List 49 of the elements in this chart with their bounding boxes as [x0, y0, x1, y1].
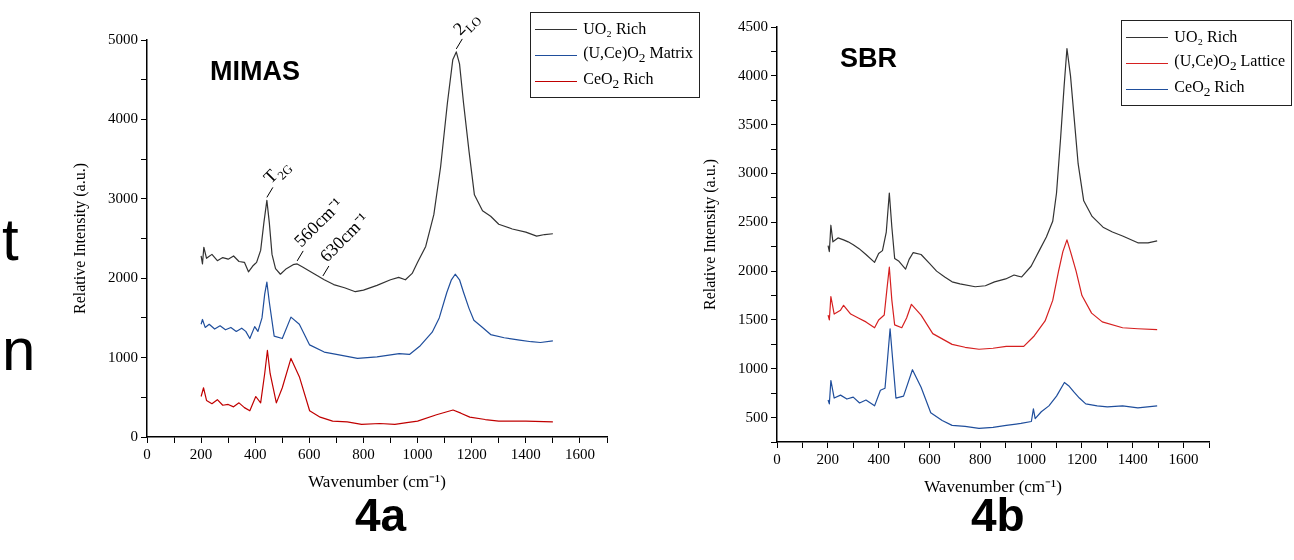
legend-label: (U,Ce)O$_{2}$ Matrix [583, 43, 693, 67]
y-tick-label: 1000 [108, 348, 138, 365]
y-axis-title: Relative Intensity (a.u.) [70, 162, 89, 315]
annotation: 2LO [448, 13, 485, 39]
y-tick-label: 2500 [738, 213, 768, 230]
x-tick-label: 800 [969, 450, 992, 467]
x-tick-label: 1200 [456, 445, 487, 462]
x-tick-label: 400 [243, 445, 267, 462]
y-tick-label: 1000 [738, 359, 768, 376]
y-tick-label: 4000 [738, 66, 768, 83]
y-axis-title: Relative Intensity (a.u.) [700, 158, 719, 311]
text: t [2, 205, 19, 274]
x-tick-label: 600 [298, 445, 321, 462]
y-tick-label: 1500 [738, 310, 768, 327]
x-tick-label: 1000 [1016, 450, 1047, 467]
x-tick-label: 1600 [564, 445, 595, 462]
x-tick-label: 1400 [510, 445, 541, 462]
legend-label: UO₂ Rich [1174, 28, 1238, 46]
x-tick-label: 200 [189, 445, 213, 462]
x-tick-label: 600 [918, 450, 941, 467]
y-tick-label: 2000 [108, 269, 138, 286]
x-tick-label: 1000 [402, 445, 433, 462]
x-tick-label: 1400 [1117, 450, 1148, 467]
text: MIMAS [210, 56, 300, 86]
y-tick-label: 0 [130, 427, 138, 444]
x-tick-label: 0 [773, 450, 781, 467]
x-tick-label: 1600 [1168, 450, 1199, 467]
text: SBR [840, 43, 898, 73]
annotation: T2G [259, 161, 296, 188]
legend-label: (U,Ce)O$_{2}$ Lattice [1174, 51, 1285, 75]
y-tick-label: 4000 [108, 110, 138, 127]
y-tick-label: 4500 [738, 17, 768, 34]
y-tick-label: 3000 [738, 164, 768, 181]
x-tick-label: 800 [352, 445, 375, 462]
legend-label: CeO$_{2}$ Rich [1174, 77, 1245, 101]
legend-label: CeO$_{2}$ Rich [583, 69, 654, 93]
y-tick-label: 2000 [738, 262, 768, 279]
x-tick-label: 0 [143, 445, 151, 462]
text: n [2, 315, 36, 384]
y-tick-label: 3500 [738, 115, 768, 132]
x-tick-label: 1200 [1066, 450, 1097, 467]
y-tick-label: 5000 [108, 30, 138, 47]
x-axis-title: Wavenumber (cm⁻¹) [308, 472, 446, 492]
x-tick-label: 400 [867, 450, 890, 467]
text: 4a [355, 489, 407, 542]
x-tick-label: 200 [816, 450, 840, 467]
y-tick-label: 3000 [108, 189, 138, 206]
y-tick-label: 500 [745, 408, 768, 425]
legend-label: UO₂ Rich [583, 20, 647, 38]
